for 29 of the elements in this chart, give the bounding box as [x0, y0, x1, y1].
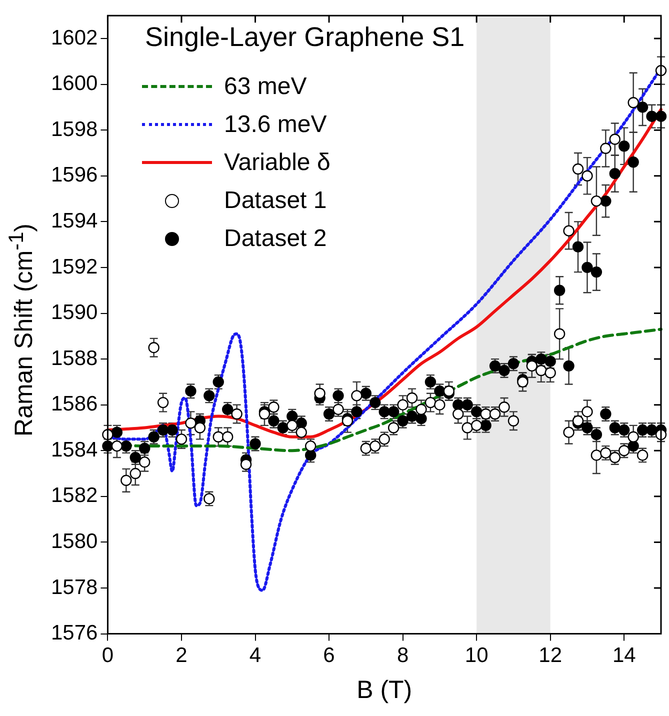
y-tick-label: 1602	[51, 26, 98, 50]
y-tick-label: 1578	[51, 576, 98, 599]
x-tick-label: 2	[176, 644, 188, 668]
y-tick-label: 1600	[51, 72, 98, 96]
y-tick-label: 1596	[51, 164, 98, 187]
y-tick-label: 1582	[51, 484, 98, 508]
y-tick-label: 1594	[51, 209, 98, 232]
legend-label: Dataset 2	[224, 225, 327, 253]
legend-label: 13.6 meV	[224, 111, 327, 139]
y-tick-label: 1598	[51, 118, 98, 141]
x-tick-label: 4	[249, 644, 262, 668]
x-tick-label: 10	[464, 644, 488, 668]
x-tick-label: 6	[323, 644, 335, 668]
y-tick-label: 1580	[51, 530, 98, 554]
x-tick-label: 12	[538, 644, 562, 668]
x-tick-label: 14	[612, 644, 636, 668]
legend-label: Variable δ	[224, 149, 330, 177]
legend-label: 63 meV	[224, 73, 307, 101]
y-tick-label: 1590	[51, 301, 98, 324]
y-tick-label: 1576	[51, 622, 98, 645]
x-tick-label: 8	[396, 644, 409, 668]
legend-label: Dataset 1	[224, 187, 327, 215]
y-tick-label: 1586	[51, 392, 98, 416]
y-tick-label: 1584	[51, 438, 98, 462]
y-tick-label: 1592	[51, 255, 98, 278]
x-tick-label: 0	[102, 644, 114, 668]
x-axis-title: B (T)	[356, 676, 412, 704]
y-tick-label: 1588	[51, 346, 98, 370]
chart-title: Single-Layer Graphene S1	[145, 22, 465, 53]
